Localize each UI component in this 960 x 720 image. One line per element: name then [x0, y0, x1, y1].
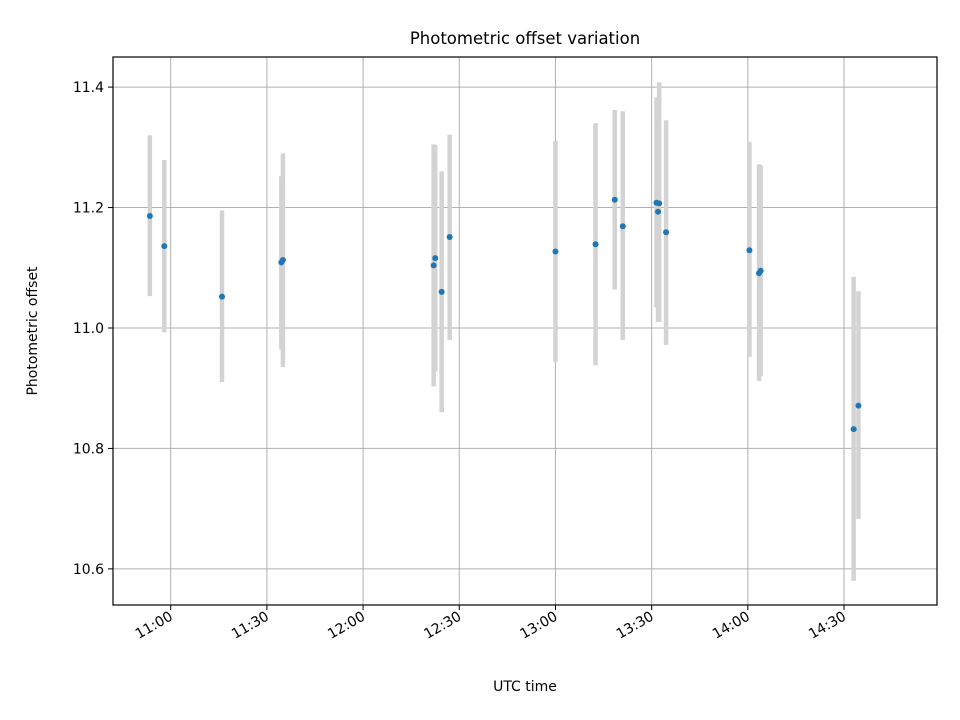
data-point [850, 426, 857, 433]
data-point [611, 196, 618, 203]
y-tick-label: 10.8 [73, 441, 104, 457]
y-tick-label: 10.6 [73, 562, 104, 578]
x-axis-label: UTC time [493, 679, 557, 695]
data-point [592, 241, 599, 248]
data-point [552, 248, 559, 255]
data-point [161, 243, 168, 250]
data-point [146, 212, 153, 219]
data-point [279, 256, 286, 263]
chart-title: Photometric offset variation [410, 29, 640, 48]
y-axis-label: Photometric offset [25, 266, 41, 396]
data-point [430, 262, 437, 269]
data-point [757, 267, 764, 274]
data-point [619, 223, 626, 230]
data-point [432, 255, 439, 262]
data-point [655, 208, 662, 215]
y-tick-label: 11.2 [73, 201, 104, 217]
data-point [219, 293, 226, 300]
point-layer [146, 196, 862, 433]
data-point [855, 402, 862, 409]
data-point [438, 288, 445, 295]
data-point [446, 234, 453, 241]
y-tick-label: 11.0 [73, 321, 104, 337]
data-point [656, 200, 663, 207]
y-tick-label: 11.4 [73, 80, 104, 96]
data-point [663, 229, 670, 236]
plot-frame [112, 56, 938, 606]
data-point [746, 247, 753, 254]
